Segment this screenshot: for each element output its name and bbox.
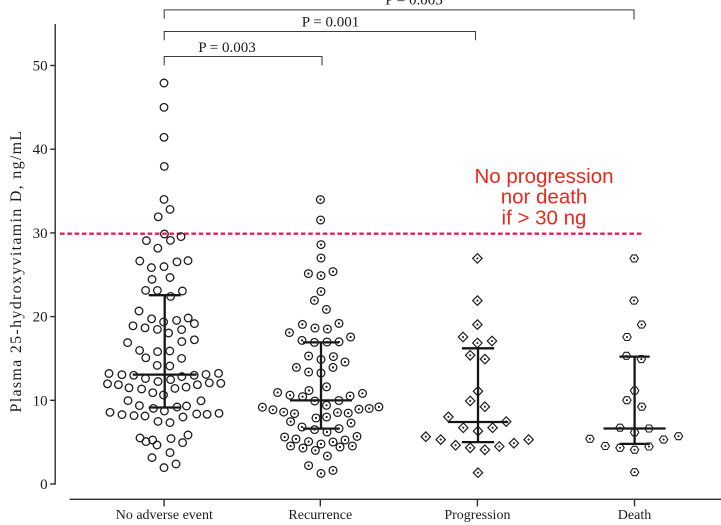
svg-text:P = 0.003: P = 0.003	[385, 0, 443, 9]
svg-text:nor death: nor death	[501, 186, 588, 209]
svg-text:50: 50	[33, 59, 48, 75]
svg-text:P = 0.001: P = 0.001	[302, 15, 360, 31]
svg-text:0: 0	[40, 477, 48, 493]
svg-text:10: 10	[33, 393, 48, 409]
svg-text:40: 40	[33, 142, 48, 158]
svg-text:if > 30 ng: if > 30 ng	[502, 206, 587, 229]
svg-text:P = 0.003: P = 0.003	[198, 40, 256, 56]
svg-text:Recurrence: Recurrence	[288, 508, 352, 523]
svg-text:No adverse event: No adverse event	[116, 508, 213, 523]
svg-text:Plasma 25-hydroxyvitamin D, ng: Plasma 25-hydroxyvitamin D, ng/mL	[8, 130, 25, 413]
svg-text:20: 20	[33, 310, 48, 326]
svg-text:No progression: No progression	[474, 165, 613, 188]
svg-text:Progression: Progression	[444, 508, 510, 523]
svg-text:30: 30	[33, 226, 48, 242]
svg-text:Death: Death	[618, 508, 651, 523]
